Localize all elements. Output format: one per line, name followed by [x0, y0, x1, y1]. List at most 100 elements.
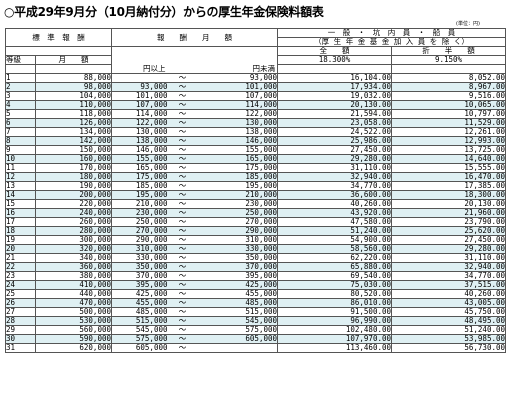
half-amount-cell: 45,750.00	[391, 307, 507, 317]
half-amount-cell: 8,967.00	[391, 82, 507, 92]
monthly-cell: 320,000	[35, 244, 112, 254]
grade-cell: 31	[5, 343, 36, 353]
upper-bound-cell: 114,000	[197, 100, 279, 110]
tilde-cell: ～	[167, 118, 198, 128]
full-amount-cell: 96,990.00	[277, 316, 393, 326]
full-amount-cell: 27,450.00	[277, 145, 393, 155]
half-amount-cell: 25,620.00	[391, 226, 507, 236]
tilde-cell: ～	[167, 181, 198, 191]
monthly-cell: 440,000	[35, 289, 112, 299]
upper-bound-cell: 290,000	[197, 226, 279, 236]
half-amount-cell: 12,261.00	[391, 127, 507, 137]
half-amount-cell: 53,985.00	[391, 334, 507, 344]
lower-bound-cell: 290,000	[111, 235, 168, 245]
grade-cell: 4	[5, 100, 36, 110]
general-header-line2: （厚 生 年 金 基 金 加 入 員 を 除 く）	[277, 37, 507, 47]
monthly-cell: 180,000	[35, 172, 112, 182]
tilde-cell: ～	[167, 343, 198, 353]
monthly-cell: 300,000	[35, 235, 112, 245]
lower-bound-cell: 250,000	[111, 217, 168, 227]
table-row: 20 320,000 310,000 ～ 330,000 58,560.00 29,280.…	[5, 244, 507, 254]
upper-bound-cell: 146,000	[197, 136, 279, 146]
half-amount-cell: 29,280.00	[391, 244, 507, 254]
full-amount-cell: 51,240.00	[277, 226, 393, 236]
lower-bound-cell: 425,000	[111, 289, 168, 299]
upper-bound-cell: 230,000	[197, 199, 279, 209]
full-amount-cell: 32,940.00	[277, 172, 393, 182]
lower-bound-cell: 165,000	[111, 163, 168, 173]
grade-cell: 8	[5, 136, 36, 146]
table-row: 15 220,000 210,000 ～ 230,000 40,260.00 20,130.…	[5, 199, 507, 209]
upper-bound-cell: 605,000	[197, 334, 279, 344]
upper-bound-cell: 185,000	[197, 172, 279, 182]
remuneration-monthly-header: 報 酬 月 額	[110, 28, 279, 47]
tilde-cell: ～	[167, 307, 198, 317]
grade-cell: 23	[5, 271, 36, 281]
grade-cell: 22	[5, 262, 36, 272]
grade-cell: 2	[5, 82, 36, 92]
full-amount-cell: 102,480.00	[277, 325, 393, 335]
table-row: 30 590,000 575,000 ～ 605,000 107,970.00 53,985…	[5, 334, 507, 344]
monthly-cell: 410,000	[35, 280, 112, 290]
monthly-cell: 620,000	[35, 343, 112, 353]
tilde-cell: ～	[167, 154, 198, 164]
lower-bound-cell: 138,000	[111, 136, 168, 146]
lower-bound-cell: 107,000	[111, 100, 168, 110]
table-row: 1 88,000 ～ 93,000 16,104.00 8,052.00	[5, 73, 507, 83]
full-amount-cell: 62,220.00	[277, 253, 393, 263]
upper-bound-cell: 107,000	[197, 91, 279, 101]
standard-remuneration-header: 標 準 報 酬	[5, 28, 112, 47]
grade-header: 等級	[5, 55, 36, 65]
monthly-cell: 360,000	[35, 262, 112, 272]
page-title: ○平成29年9月分（10月納付分）からの厚生年金保険料額表	[4, 5, 324, 19]
grade-cell: 28	[5, 316, 36, 326]
full-amount-cell: 24,522.00	[277, 127, 393, 137]
full-amount-cell: 75,030.00	[277, 280, 393, 290]
table-row: 6 126,000 122,000 ～ 130,000 23,058.00 11,529.0…	[5, 118, 507, 128]
monthly-cell: 104,000	[35, 91, 112, 101]
grade-cell: 1	[5, 73, 36, 83]
half-amount-cell: 15,555.00	[391, 163, 507, 173]
header-row-1: 標 準 報 酬 報 酬 月 額 一 般 ・ 坑 内 員 ・ 船 員	[5, 28, 507, 47]
monthly-cell: 340,000	[35, 253, 112, 263]
half-amount-cell: 31,110.00	[391, 253, 507, 263]
upper-bound-cell: 250,000	[197, 208, 279, 218]
tilde-cell: ～	[167, 136, 198, 146]
table-row: 28 530,000 515,000 ～ 545,000 96,990.00 48,495.…	[5, 316, 507, 326]
half-amount-cell: 40,260.00	[391, 289, 507, 299]
upper-bound-cell: 210,000	[197, 190, 279, 200]
half-amount-cell: 20,130.00	[391, 199, 507, 209]
full-amount-cell: 113,460.00	[277, 343, 393, 353]
grade-cell: 29	[5, 325, 36, 335]
lower-bound-cell: 515,000	[111, 316, 168, 326]
monthly-cell: 560,000	[35, 325, 112, 335]
full-amount-header: 全 額	[277, 46, 393, 56]
table-row: 16 240,000 230,000 ～ 250,000 43,920.00 21,960.…	[5, 208, 507, 218]
monthly-cell: 110,000	[35, 100, 112, 110]
from-label: 円以上	[111, 64, 168, 74]
grade-cell: 7	[5, 127, 36, 137]
half-amount-cell: 14,640.00	[391, 154, 507, 164]
monthly-cell: 500,000	[35, 307, 112, 317]
full-amount-cell: 34,770.00	[277, 181, 393, 191]
full-amount-cell: 54,900.00	[277, 235, 393, 245]
upper-bound-cell: 350,000	[197, 253, 279, 263]
table-row: 9 150,000 146,000 ～ 155,000 27,450.00 13,725.0…	[5, 145, 507, 155]
full-amount-cell: 29,280.00	[277, 154, 393, 164]
table-row: 5 118,000 114,000 ～ 122,000 21,594.00 10,797.0…	[5, 109, 507, 119]
upper-bound-cell: 155,000	[197, 145, 279, 155]
grade-cell: 21	[5, 253, 36, 263]
half-amount-cell: 12,993.00	[391, 136, 507, 146]
full-amount-cell: 107,970.00	[277, 334, 393, 344]
upper-bound-cell: 130,000	[197, 118, 279, 128]
tilde-cell: ～	[167, 208, 198, 218]
tilde-cell: ～	[167, 334, 198, 344]
monthly-cell: 220,000	[35, 199, 112, 209]
full-amount-cell: 17,934.00	[277, 82, 393, 92]
premium-table: 標 準 報 酬 報 酬 月 額 一 般 ・ 坑 内 員 ・ 船 員 （厚 生 年…	[5, 28, 507, 353]
half-amount-cell: 51,240.00	[391, 325, 507, 335]
half-amount-cell: 11,529.00	[391, 118, 507, 128]
lower-bound-cell: 545,000	[111, 325, 168, 335]
table-row: 23 380,000 370,000 ～ 395,000 69,540.00 34,770.…	[5, 271, 507, 281]
table-row: 25 440,000 425,000 ～ 455,000 80,520.00 40,260.…	[5, 289, 507, 299]
